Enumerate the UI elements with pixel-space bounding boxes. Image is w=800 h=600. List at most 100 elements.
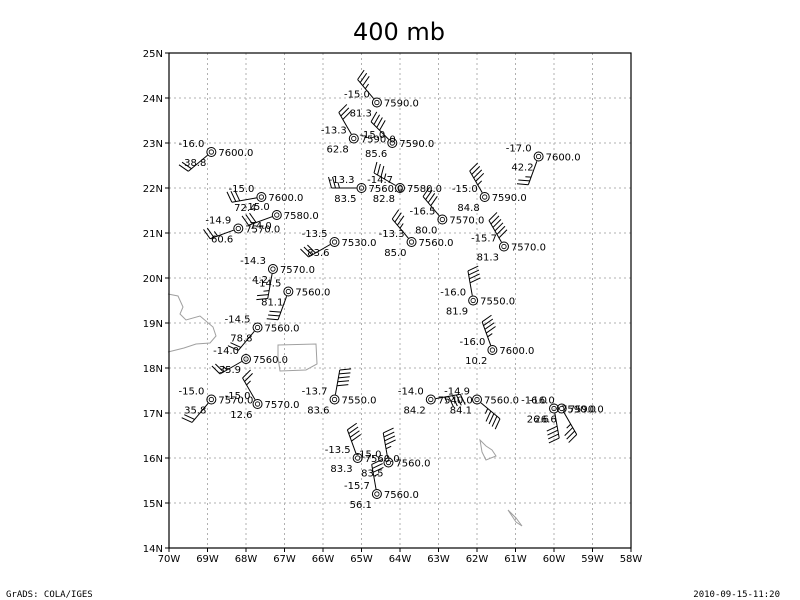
station-marker-inner — [258, 194, 264, 200]
stations-layer: -15.07590.081.3-13.37590.062.8-15.07590.… — [178, 69, 604, 511]
station-temperature: -13.3 — [329, 175, 355, 186]
x-tick-label: 67W — [273, 554, 296, 565]
station-marker — [406, 237, 417, 247]
station-temperature: -16.0 — [521, 396, 547, 407]
wind-barb-flag — [488, 413, 495, 425]
station-marker — [383, 457, 394, 468]
wind-barb-flag — [496, 225, 506, 235]
station-height: 7560.0 — [484, 396, 519, 407]
x-tick-label: 62W — [466, 554, 489, 565]
wind-barb-flag — [373, 114, 381, 125]
station-19: -14.5 7560.0 78.8 — [225, 315, 300, 351]
station-marker — [387, 138, 398, 148]
wind-barb-flag — [383, 427, 394, 434]
x-tick-label: 59W — [581, 554, 604, 565]
x-tick-label: 65W — [350, 554, 373, 565]
wind-barb-flag — [242, 369, 251, 379]
station-marker — [437, 214, 448, 225]
station-height: 7570.0 — [265, 400, 300, 411]
station-humidity: 42.2 — [511, 163, 533, 174]
wind-barb-shaft — [554, 413, 560, 439]
station-humidity: 85.6 — [365, 149, 387, 160]
station-temperature: -14.9 — [444, 387, 470, 398]
wind-barb — [334, 368, 352, 395]
wind-barb-flag — [347, 422, 357, 431]
station-marker-inner — [208, 149, 214, 155]
station-humidity: 78.8 — [230, 334, 252, 345]
wind-barb-flag — [337, 380, 350, 383]
station-marker — [283, 286, 294, 297]
wind-barb-shaft — [467, 270, 473, 296]
station-7: -13.3 7560.0 83.5 — [328, 175, 404, 205]
coastline-puerto-rico — [277, 343, 318, 372]
station-marker — [348, 133, 359, 144]
station-8: -14.7 7580.0 82.8 — [367, 161, 442, 205]
wind-barb — [266, 296, 288, 321]
x-tick-label: 70W — [158, 554, 181, 565]
station-height: 7590.0 — [384, 99, 419, 110]
wind-barb — [480, 402, 501, 430]
wind-barb-shaft — [357, 79, 375, 99]
station-height: 7560.0 — [395, 459, 430, 470]
station-14: -13.3 7560.0 85.0 — [379, 209, 454, 259]
station-28: -16.0 7590.0 26.6 — [529, 396, 604, 443]
station-height: 7560.0 — [253, 355, 288, 366]
wind-barb-shaft — [334, 369, 341, 395]
wind-barb-flag — [266, 318, 279, 321]
station-marker — [271, 210, 282, 220]
station-4: -16.0 7600.0 38.8 — [178, 139, 253, 172]
y-tick-label: 21N — [143, 229, 163, 240]
station-marker — [241, 354, 251, 364]
wind-barb-half-flag — [222, 365, 228, 371]
station-humidity: 72.4 — [234, 203, 256, 214]
x-tick-label: 63W — [427, 554, 450, 565]
station-5: -17.0 7600.0 42.2 — [506, 144, 581, 186]
station-humidity: 81.9 — [446, 307, 468, 318]
wind-barb — [435, 393, 466, 407]
station-height: 7590.0 — [569, 405, 604, 416]
station-marker — [206, 147, 217, 157]
wind-barb — [203, 227, 234, 240]
wind-barb — [338, 104, 352, 135]
wind-barb-flag — [230, 190, 237, 202]
wind-barb-shaft — [231, 197, 257, 203]
station-height: 7570.0 — [245, 225, 280, 236]
station-height: 7580.0 — [284, 211, 319, 222]
station-marker-inner — [501, 243, 507, 250]
wind-barb — [346, 422, 362, 454]
wind-barb-flag — [357, 69, 365, 80]
station-21: -14.0 7560.0 35.9 — [211, 346, 288, 376]
wind-barb-flag — [348, 426, 359, 434]
wind-barb — [546, 413, 560, 444]
wind-barb — [328, 176, 357, 189]
wind-barb-flag — [452, 395, 458, 407]
wind-barb-flag — [181, 417, 193, 423]
wind-barb-shaft — [237, 331, 255, 351]
station-temperature: -13.5 — [325, 445, 351, 456]
station-humidity: 84.1 — [450, 406, 472, 417]
station-height: 7530.0 — [342, 238, 377, 249]
station-temperature: -17.0 — [506, 144, 532, 155]
station-height: 7570.0 — [218, 396, 253, 407]
wind-barb-shaft — [488, 220, 502, 243]
station-temperature: -14.3 — [240, 256, 266, 267]
station-temperature: -14.9 — [205, 216, 231, 227]
station-10: -15.0 7580.0 74.0 — [241, 202, 319, 232]
wind-barb-flag — [373, 161, 378, 174]
station-marker-inner — [374, 491, 380, 497]
wind-barb-flag — [338, 104, 348, 113]
station-temperature: -15.0 — [359, 130, 385, 141]
station-marker-inner — [374, 99, 380, 106]
station-humidity: 83.6 — [307, 406, 329, 417]
wind-barb-flag — [340, 107, 350, 117]
y-tick-label: 25N — [143, 49, 163, 60]
station-humidity: 80.0 — [415, 226, 437, 237]
station-marker — [498, 241, 509, 252]
wind-barb-flag — [203, 229, 211, 240]
map-title: 400 mb — [353, 18, 445, 46]
wind-barb-flag — [468, 269, 480, 276]
y-tick-label: 16N — [143, 454, 163, 465]
wind-barb-flag — [448, 396, 454, 407]
wind-barb — [391, 209, 409, 239]
